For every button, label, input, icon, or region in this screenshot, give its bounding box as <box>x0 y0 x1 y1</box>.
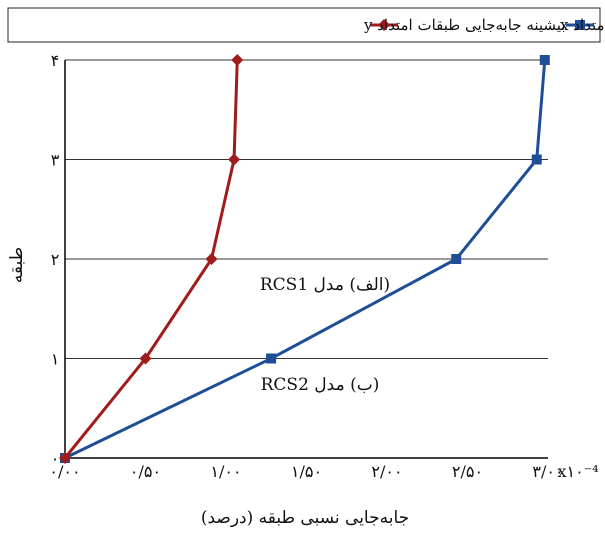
annotation-rcs2: (ب) مدل RCS2 <box>261 375 380 395</box>
y-tick-label: ۱ <box>51 350 60 369</box>
y-tick-label: ۲ <box>51 250 60 269</box>
series-group <box>59 54 550 464</box>
x-tick-label: ۲/۵۰ <box>452 462 483 481</box>
y-tick-labels: ۰ ۱ ۲ ۳ ۴ <box>51 51 60 468</box>
x-tick-label: ۰/۵۰ <box>130 462 161 481</box>
x-tick-label: ۳/۰۰ <box>532 462 563 481</box>
data-point <box>531 154 542 165</box>
x-tick-labels: ۰/۰۰ ۰/۵۰ ۱/۰۰ ۱/۵۰ ۲/۰۰ ۲/۵۰ ۳/۰۰ <box>49 462 563 481</box>
y-axis-title: طبقه <box>7 247 27 283</box>
y-tick-label: ۰ <box>51 449 60 468</box>
series-1 <box>59 54 244 464</box>
legend-marker-x <box>575 20 585 30</box>
data-point <box>451 254 462 264</box>
x-tick-label: ۲/۰۰ <box>371 462 402 481</box>
data-point <box>539 55 550 65</box>
data-point <box>139 352 152 365</box>
data-point <box>228 153 241 166</box>
x-tick-label: ۱/۰۰ <box>210 462 241 481</box>
legend-label-y: بیشینه جابه‌جایی طبقات امتداد y <box>363 16 566 34</box>
y-tick-label: ۴ <box>51 51 60 70</box>
x-tick-label: ۰/۰۰ <box>49 462 80 481</box>
data-point <box>266 353 277 364</box>
annotation-rcs1: (الف) مدل RCS1 <box>260 275 390 295</box>
y-tick-label: ۳ <box>51 151 60 170</box>
legend: بیشینه جابه‌جایی طبقات امتداد y بیشینه ج… <box>7 7 605 43</box>
data-point <box>231 54 244 66</box>
x-tick-label: ۱/۵۰ <box>291 462 322 481</box>
x-axis-title: جابه‌جایی نسبی طبقه (درصد) <box>201 508 409 528</box>
data-point <box>59 452 71 464</box>
legend-label-x: بیشینه جابه‌جایی طبقات امتداد x <box>560 16 605 34</box>
x-multiplier-label: x۱۰⁻⁴ <box>557 462 598 481</box>
data-point <box>205 253 218 265</box>
legend-marker-y <box>378 19 390 31</box>
gridlines <box>65 59 548 359</box>
legend-frame <box>7 7 601 43</box>
